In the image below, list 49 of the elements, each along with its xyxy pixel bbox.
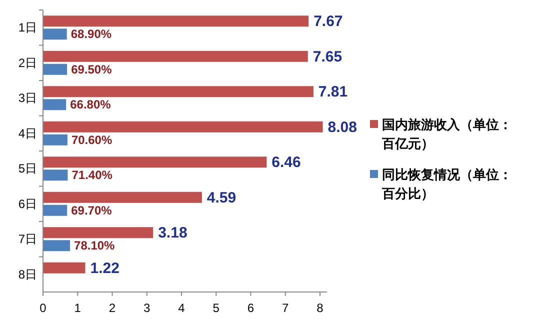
bar	[43, 121, 323, 132]
data-label: 70.60%	[71, 132, 112, 147]
data-label: 1.22	[90, 260, 120, 277]
data-label: 78.10%	[74, 238, 116, 253]
x-tick-label: 8	[316, 301, 324, 315]
bar	[43, 99, 66, 110]
data-label: 7.81	[318, 84, 348, 101]
data-label: 66.80%	[70, 98, 112, 112]
x-tick-label: 2	[108, 301, 116, 315]
y-tick-label: 8日	[18, 267, 37, 282]
x-tick-label: 5	[212, 301, 220, 315]
bar	[43, 28, 67, 40]
data-label: 69.50%	[71, 62, 112, 76]
data-label: 7.65	[312, 48, 342, 66]
y-tick-label: 6日	[18, 196, 37, 211]
x-tick-label: 0	[40, 301, 47, 315]
bar	[43, 86, 314, 98]
bar	[43, 134, 68, 146]
data-label: 4.59	[206, 189, 236, 206]
data-label: 71.40%	[72, 168, 113, 182]
data-label: 8.08	[328, 118, 357, 136]
x-tick-label: 6	[247, 301, 254, 315]
bar	[43, 240, 70, 252]
y-tick-label: 5日	[18, 162, 37, 176]
legend-label: 同比恢复情况（单位：百分比）	[381, 167, 512, 201]
bar	[43, 170, 68, 181]
bar	[43, 227, 154, 238]
x-tick-label: 4	[178, 301, 186, 315]
y-tick-label: 7日	[18, 232, 37, 246]
y-tick-label: 3日	[18, 91, 37, 106]
bar	[43, 16, 309, 27]
bar	[43, 192, 202, 203]
data-label: 68.90%	[70, 27, 112, 42]
data-label: 6.46	[272, 154, 301, 172]
data-label: 3.18	[158, 224, 188, 242]
bar	[43, 156, 267, 168]
y-tick-label: 2日	[18, 56, 37, 70]
x-tick-label: 7	[282, 301, 290, 315]
bar	[43, 50, 308, 62]
x-tick-label: 1	[74, 301, 82, 315]
bar	[43, 64, 68, 75]
bar	[43, 262, 86, 274]
legend-label: 国内旅游收入（单位：百亿元）	[381, 117, 512, 151]
data-label: 69.70%	[71, 203, 112, 218]
y-tick-label: 1日	[18, 20, 37, 35]
y-tick-label: 4日	[18, 126, 37, 140]
x-tick-label: 3	[144, 301, 151, 315]
bar	[43, 204, 68, 216]
data-label: 7.67	[314, 13, 343, 30]
